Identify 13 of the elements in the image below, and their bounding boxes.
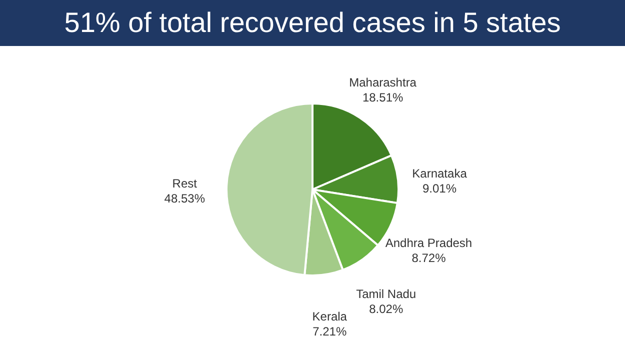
slice-label: Karnataka — [412, 166, 468, 181]
data-label: 9.01% — [422, 182, 457, 196]
slice-label: Andhra Pradesh — [385, 236, 472, 250]
slice-label: Tamil Nadu — [356, 287, 416, 302]
slice-label: Kerala — [312, 309, 348, 324]
data-label: 48.53% — [164, 192, 206, 206]
slice-label: Rest — [172, 176, 198, 191]
data-label: 8.02% — [369, 302, 404, 316]
data-label: 18.51% — [362, 90, 404, 105]
slice-label: Maharashtra — [349, 76, 417, 90]
data-label: 8.72% — [412, 251, 446, 266]
chart-title: 51% of total recovered cases in 5 states — [0, 0, 625, 46]
data-label: 7.21% — [312, 324, 347, 338]
